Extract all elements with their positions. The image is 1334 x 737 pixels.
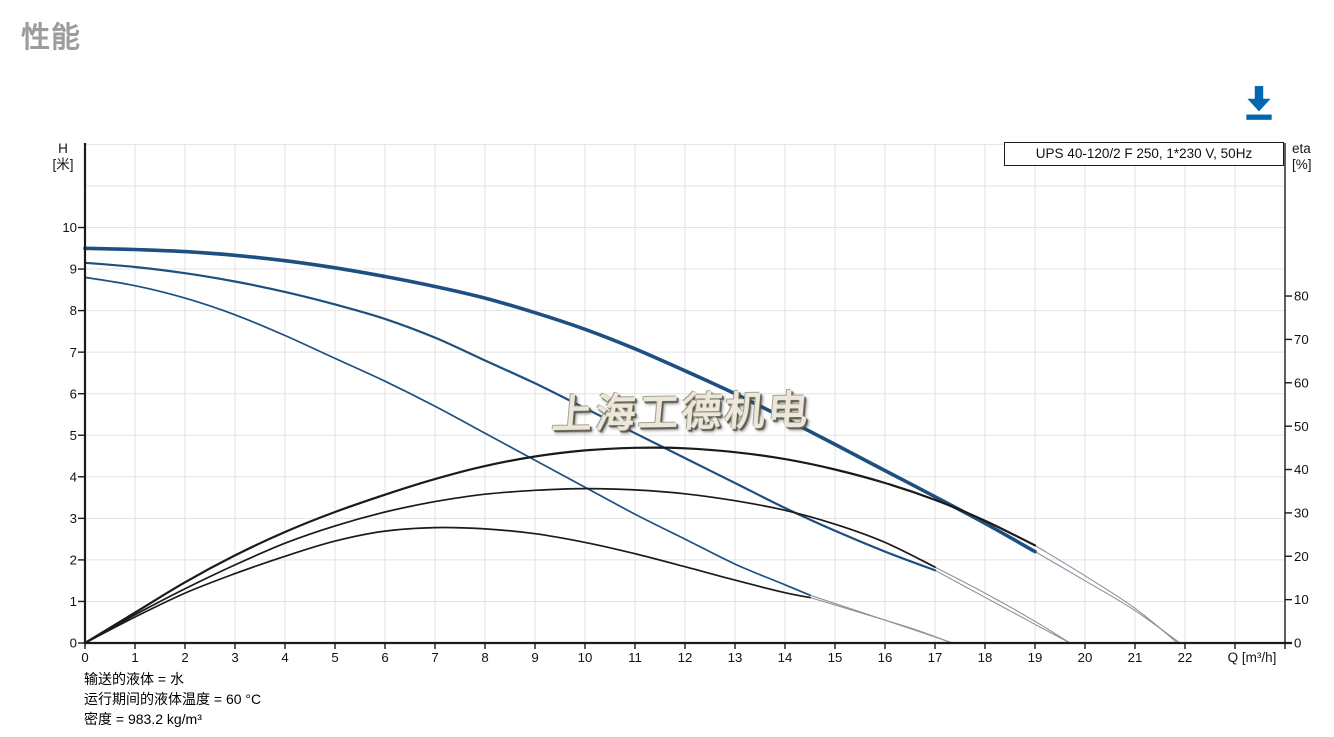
y-left-axis-title-line2: [米] [52,157,74,172]
y-right-tick-label: 60 [1294,375,1309,390]
pump-model-label: UPS 40-120/2 F 250, 1*230 V, 50Hz [1004,142,1284,166]
y-right-tick-label: 40 [1294,462,1309,477]
footnote-liquid-temperature: 运行期间的液体温度 = 60 °C [84,691,262,707]
y-right-axis-title: eta [%] [1292,141,1312,173]
x-tick-label: 21 [1128,650,1143,665]
footnote-pumped-liquid: 输送的液体 = 水 [84,671,184,687]
x-tick-label: 11 [628,650,642,665]
chart-footnotes: 输送的液体 = 水 运行期间的液体温度 = 60 °C 密度 = 983.2 k… [84,669,261,729]
x-tick-label: 5 [331,650,338,665]
chart-curves [83,246,1181,645]
y-left-tick-label: 9 [70,262,77,277]
x-tick-label: 3 [231,650,238,665]
watermark: 上海工德机电 [550,387,813,439]
x-tick-label: 15 [828,650,843,665]
y-left-tick-label: 10 [62,220,77,235]
speed2-head-curve [83,261,937,572]
x-tick-label: 22 [1178,650,1193,665]
x-tick-label: 10 [578,650,593,665]
download-button[interactable] [1243,85,1275,123]
x-axis-title: Q [m³/h] [1227,650,1277,665]
x-tick-label: 18 [978,650,993,665]
speed2-eta-extension-curve [934,566,1071,644]
y-left-tick-label: 1 [70,594,77,609]
x-tick-label: 17 [928,650,943,665]
y-left-tick-label: 7 [70,345,77,360]
y-left-axis-title: H [米] [44,141,82,173]
y-left-tick-label: 4 [70,469,77,484]
y-right-tick-label: 10 [1294,592,1309,607]
x-tick-label: 14 [778,650,793,665]
y-left-tick-label: 5 [70,428,77,443]
speed1-head-curve [84,276,811,597]
y-left-tick-label: 8 [70,303,77,318]
y-left-tick-label: 6 [70,386,77,401]
x-tick-label: 19 [1028,650,1043,665]
speed1-eta-extension-curve [809,596,954,644]
x-tick-label: 9 [531,650,538,665]
x-tick-label: 12 [678,650,693,665]
y-right-axis-title-line2: [%] [1292,157,1312,172]
y-left-tick-label: 2 [70,553,77,568]
x-tick-label: 4 [281,650,288,665]
y-right-tick-label: 20 [1294,549,1309,564]
x-tick-label: 16 [878,650,893,665]
speed2-head-extension-curve [934,569,1071,644]
y-left-tick-label: 0 [70,636,77,651]
y-right-axis-title-line1: eta [1292,141,1311,156]
y-right-tick-label: 50 [1294,419,1309,434]
y-right-tick-label: 80 [1294,289,1309,304]
x-tick-label: 6 [381,650,388,665]
x-tick-label: 1 [131,650,138,665]
y-left-tick-label: 3 [70,511,77,526]
footnote-density: 密度 = 983.2 kg/m³ [84,711,202,727]
chart-axes [78,143,1292,649]
chart-grid [85,143,1285,643]
y-right-tick-label: 70 [1294,332,1309,347]
x-tick-label: 13 [728,650,743,665]
speed3-eta-curve [83,446,1037,645]
x-tick-label: 7 [431,650,438,665]
x-tick-label: 2 [181,650,188,665]
y-left-axis-title-line1: H [58,141,68,156]
x-tick-label: 8 [481,650,488,665]
speed3-eta-extension-curve [1034,544,1179,644]
speed1-eta-curve [84,526,811,644]
page-title: 性能 [21,22,82,54]
y-right-tick-label: 0 [1294,636,1301,651]
speed3-head-curve [83,246,1037,554]
y-right-tick-label: 30 [1294,505,1309,520]
speed2-eta-curve [84,487,936,644]
speed3-head-extension-curve [1034,551,1181,644]
x-tick-label: 0 [81,650,88,665]
x-tick-label: 20 [1078,650,1093,665]
download-icon [1246,86,1272,120]
